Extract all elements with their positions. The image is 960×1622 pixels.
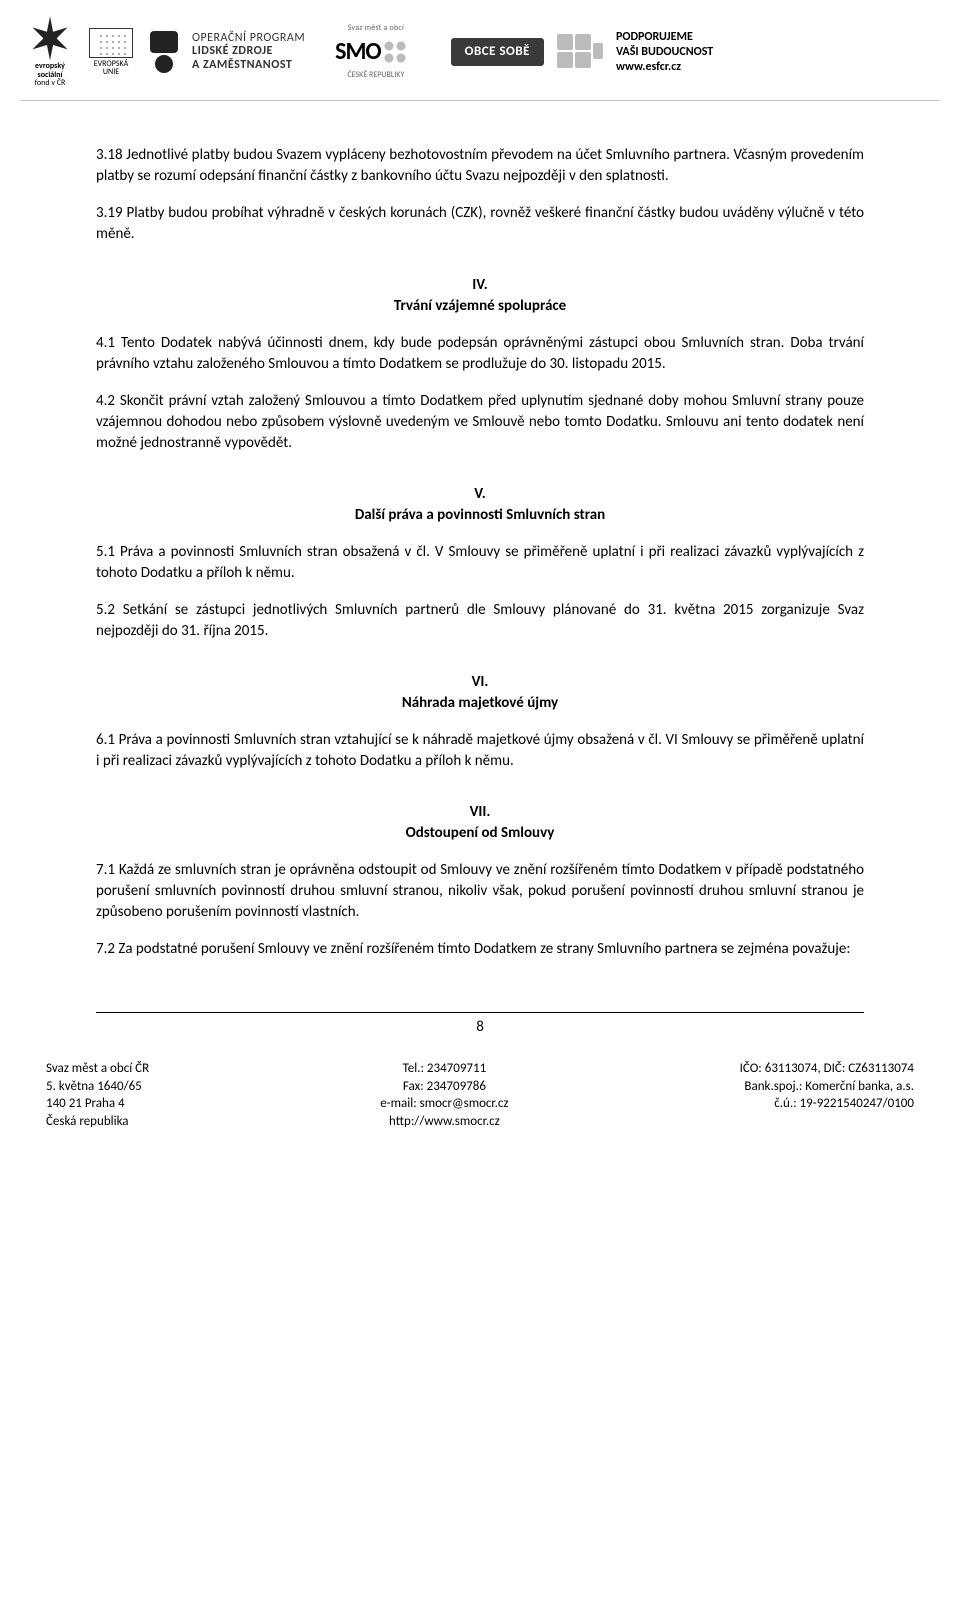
support-line1: PODPORUJEME	[616, 30, 713, 45]
op-logo: OPERAČNÍ PROGRAM LIDSKÉ ZDROJE A ZAMĚSTN…	[142, 26, 305, 78]
para-4-2: 4.2 Skončit právní vztah založený Smlouv…	[96, 391, 864, 454]
support-text: PODPORUJEME VAŠI BUDOUCNOST www.esfcr.cz	[616, 30, 713, 75]
para-3-19: 3.19 Platby budou probíhat výhradně v če…	[96, 203, 864, 245]
support-line3: www.esfcr.cz	[616, 60, 713, 75]
smo-puzzle-icon	[383, 40, 417, 64]
page-number: 8	[0, 1017, 960, 1038]
op-line3: A ZAMĚSTNANOST	[192, 59, 305, 72]
section-iv-title: Trvání vzájemné spolupráce	[96, 296, 864, 317]
footer-divider	[96, 1012, 864, 1013]
para-6-1: 6.1 Práva a povinnosti Smluvních stran v…	[96, 730, 864, 772]
section-v-title: Další práva a povinnosti Smluvních stran	[96, 505, 864, 526]
section-vii-title: Odstoupení od Smlouvy	[96, 823, 864, 844]
eu-logo: EVROPSKÁ UNIE	[88, 28, 134, 77]
footer-right: IČO: 63113074, DIČ: CZ63113074 Bank.spoj…	[740, 1060, 914, 1130]
footer: Svaz měst a obcí ČR 5. května 1640/65 14…	[0, 1060, 960, 1154]
section-vii-num: VII.	[96, 802, 864, 823]
smo-top: Svaz měst a obcí	[348, 23, 404, 34]
obce-pill: OBCE SOBĚ	[451, 38, 544, 66]
esf-line3: fond v ČR	[35, 79, 66, 87]
para-4-1: 4.1 Tento Dodatek nabývá účinnosti dnem,…	[96, 333, 864, 375]
smo-main: SMO	[335, 35, 381, 69]
smo-sub: ČESKÉ REPUBLIKY	[347, 70, 404, 81]
section-vi-title: Náhrada majetkové újmy	[96, 693, 864, 714]
esf-logo: evropský sociální fond v ČR	[20, 16, 80, 87]
para-5-1: 5.1 Práva a povinnosti Smluvních stran o…	[96, 542, 864, 584]
puzzle-icon	[552, 30, 608, 74]
section-v-num: V.	[96, 484, 864, 505]
header-logos: evropský sociální fond v ČR EVROPSKÁ UNI…	[0, 0, 960, 100]
smo-logo: Svaz měst a obcí SMO ČESKÉ REPUBLIKY	[335, 23, 417, 81]
section-iv-num: IV.	[96, 275, 864, 296]
eu-label: EVROPSKÁ UNIE	[88, 60, 134, 77]
footer-mid: Tel.: 234709711 Fax: 234709786 e-mail: s…	[380, 1060, 508, 1130]
op-line2: LIDSKÉ ZDROJE	[192, 45, 305, 58]
footer-left: Svaz měst a obcí ČR 5. května 1640/65 14…	[46, 1060, 149, 1130]
para-5-2: 5.2 Setkání se zástupci jednotlivých Sml…	[96, 600, 864, 642]
eu-flag-icon	[89, 28, 133, 58]
op-icon	[142, 26, 186, 78]
support-line2: VAŠI BUDOUCNOST	[616, 45, 713, 60]
section-vi-num: VI.	[96, 672, 864, 693]
para-3-18: 3.18 Jednotlivé platby budou Svazem vypl…	[96, 145, 864, 187]
esf-star-icon	[28, 16, 72, 60]
para-7-1: 7.1 Každá ze smluvních stran je oprávněn…	[96, 860, 864, 923]
document-body: 3.18 Jednotlivé platby budou Svazem vypl…	[0, 101, 960, 986]
para-7-2: 7.2 Za podstatné porušení Smlouvy ve zně…	[96, 939, 864, 960]
